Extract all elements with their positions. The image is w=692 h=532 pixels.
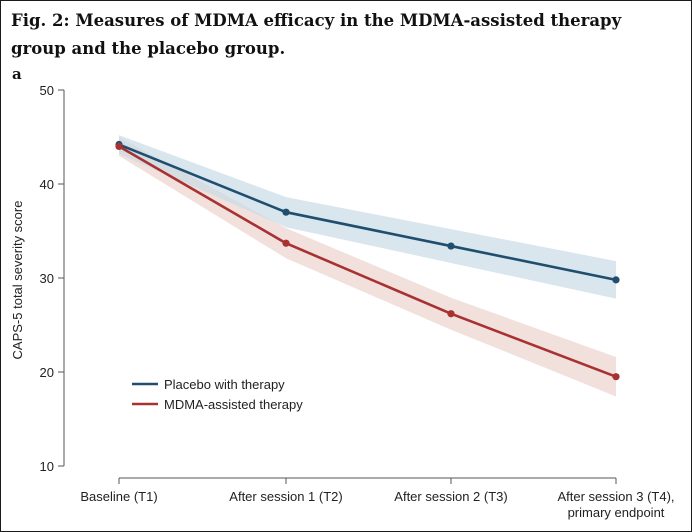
- data-point-placebo-with-therapy: [282, 208, 290, 216]
- legend-label: MDMA-assisted therapy: [164, 397, 303, 412]
- data-point-mdma-assisted-therapy: [282, 239, 290, 247]
- y-tick-label: 20: [40, 365, 54, 380]
- x-tick-label: After session 1 (T2): [229, 489, 342, 504]
- y-tick-label: 10: [40, 459, 54, 474]
- panel-label: a: [12, 65, 22, 83]
- y-tick-label: 30: [40, 271, 54, 286]
- data-point-mdma-assisted-therapy: [115, 142, 123, 150]
- confidence-bands: [119, 135, 616, 397]
- series-lines: [118, 143, 617, 378]
- series-line-mdma-assisted-therapy: [118, 145, 617, 378]
- x-tick-label: After session 2 (T3): [394, 489, 507, 504]
- x-tick-label: Baseline (T1): [80, 489, 157, 504]
- data-point-mdma-assisted-therapy: [612, 373, 620, 381]
- chart-axes: 10 20 30 40 50 Baseline (T1) After session 1 (…: [40, 83, 675, 520]
- figure-title: Fig. 2: Measures of MDMA efficacy in the…: [11, 11, 622, 58]
- ci-band-mdma-assisted-therapy: [119, 137, 616, 397]
- series-line-placebo-with-therapy: [118, 143, 617, 282]
- ci-band-placebo-with-therapy: [119, 135, 616, 299]
- data-point-placebo-with-therapy: [447, 242, 455, 250]
- data-point-mdma-assisted-therapy: [447, 310, 455, 318]
- legend-label: Placebo with therapy: [164, 377, 285, 392]
- data-point-placebo-with-therapy: [612, 276, 620, 284]
- x-tick-label: primary endpoint: [568, 505, 665, 520]
- y-axis-label: CAPS-5 total severity score: [10, 201, 25, 360]
- series-points: [115, 140, 620, 381]
- y-tick-label: 50: [40, 83, 54, 98]
- chart-legend: Placebo with therapy MDMA-assisted therap…: [132, 377, 303, 412]
- y-tick-label: 40: [40, 177, 54, 192]
- x-tick-label: After session 3 (T4),: [557, 489, 674, 504]
